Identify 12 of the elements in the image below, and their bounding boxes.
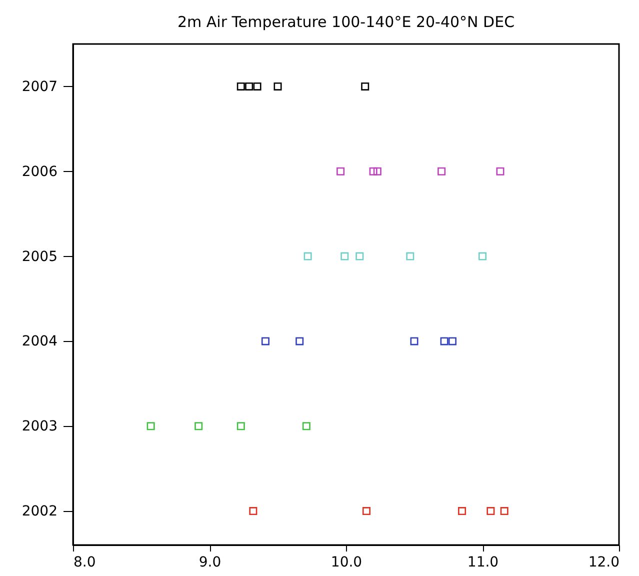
chart-title: 2m Air Temperature 100-140°E 20-40°N DEC <box>177 13 515 31</box>
x-tick-label: 10.0 <box>330 554 362 570</box>
y-tick-label: 2002 <box>22 504 58 520</box>
y-tick-label: 2003 <box>22 418 58 435</box>
x-tick-label: 9.0 <box>198 554 222 570</box>
y-tick-label: 2007 <box>22 78 58 95</box>
y-tick-label: 2006 <box>22 164 58 180</box>
y-tick-label: 2004 <box>22 334 58 350</box>
x-tick-label: 11.0 <box>467 554 499 570</box>
y-tick-label: 2005 <box>22 248 58 265</box>
x-tick-label: 12.0 <box>588 554 620 570</box>
x-tick-label: 8.0 <box>74 554 96 570</box>
